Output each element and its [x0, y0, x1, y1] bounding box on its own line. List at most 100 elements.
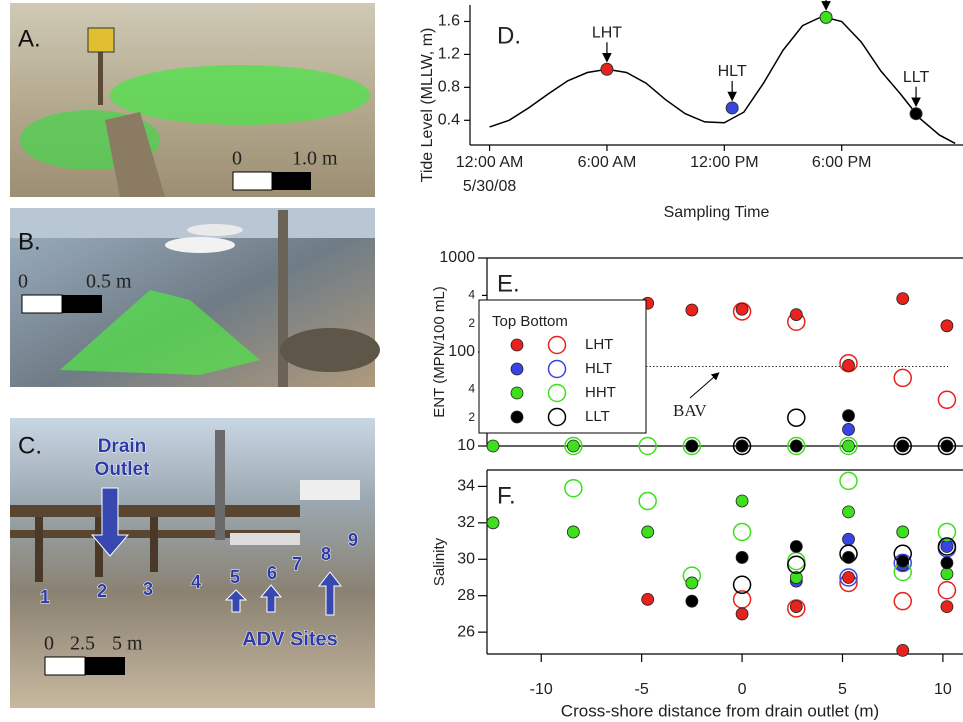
top-point	[789, 308, 803, 321]
legend-bottom	[547, 383, 567, 403]
top-point	[566, 439, 580, 453]
bottom-point	[937, 580, 957, 600]
tide-marker	[909, 107, 923, 121]
y-tick-label: 1.2	[438, 46, 460, 63]
y-tick-label: 28	[457, 587, 475, 604]
panel-label: E.	[497, 270, 520, 297]
bottom-point	[839, 471, 858, 491]
top-point	[842, 551, 855, 564]
x-tick-label: 10	[934, 681, 952, 698]
top-point	[789, 571, 803, 584]
panel-label: C.	[18, 432, 42, 459]
x-tick-label: -10	[530, 681, 553, 698]
y-tick-label: 2	[468, 410, 475, 424]
top-point	[940, 567, 954, 581]
tide-marker	[725, 101, 739, 115]
legend-label: LHT	[585, 336, 613, 353]
site-number: 8	[321, 544, 331, 564]
x-tick-label: 12:00 AM	[456, 154, 524, 171]
site-number: 3	[143, 579, 153, 599]
bottom-point	[564, 436, 583, 456]
legend-bottom	[547, 359, 567, 379]
bottom-point	[893, 553, 912, 573]
scale-label: 0.5 m	[86, 271, 132, 293]
legend-top	[510, 386, 524, 400]
y-tick-label: 32	[457, 514, 475, 531]
top-point	[896, 525, 910, 539]
x-tick-label: 6:00 AM	[578, 154, 637, 171]
site-number: 6	[267, 563, 277, 583]
y-tick-label: 4	[468, 288, 475, 302]
y-tick-label: 0.8	[438, 79, 460, 96]
scale-label: 5 m	[112, 633, 143, 655]
top-point	[735, 607, 749, 621]
site-number: 4	[191, 572, 201, 592]
photo-c: C. Drain Outlet ADV Sites 0 2.5 5 m	[10, 418, 375, 708]
scale-label: 1.0 m	[292, 148, 338, 170]
bottom-point	[839, 568, 858, 587]
site-number: 2	[97, 581, 107, 601]
y-tick-label: 100	[448, 343, 475, 360]
bottom-point	[682, 436, 702, 456]
x-tick-label: 5	[838, 681, 847, 698]
y-axis-label: ENT (MPN/100 mL)	[431, 286, 448, 417]
top-point	[896, 643, 910, 657]
scale-label: 2.5	[70, 633, 95, 655]
panel-label: D.	[497, 22, 521, 49]
top-point	[789, 600, 803, 614]
y-tick-label: 0.4	[438, 112, 460, 129]
top-point	[685, 576, 699, 590]
top-point	[842, 505, 855, 519]
top-point	[566, 525, 580, 539]
x-axis-label: Cross-shore distance from drain outlet (…	[561, 701, 879, 720]
bottom-point	[732, 436, 752, 456]
photo-b: B. 0 0.5 m	[10, 208, 380, 387]
top-point	[486, 439, 500, 453]
panel-label: B.	[18, 228, 41, 255]
top-point	[789, 439, 803, 453]
bottom-point	[937, 436, 957, 456]
top-point	[842, 359, 855, 372]
bottom-point	[732, 522, 752, 542]
x-tick-label: 0	[738, 681, 747, 698]
bottom-point	[893, 368, 912, 388]
top-point	[685, 594, 699, 608]
tide-line	[489, 15, 956, 145]
drain-label: Drain	[98, 436, 147, 457]
top-point	[842, 439, 855, 453]
drain-label: Outlet	[95, 459, 151, 480]
bottom-point	[787, 599, 806, 618]
legend-label: HLT	[585, 360, 612, 377]
bottom-point	[787, 408, 806, 427]
bottom-point	[564, 478, 583, 498]
top-point	[896, 292, 910, 305]
top-point	[842, 423, 855, 436]
top-point	[486, 516, 500, 530]
bottom-point	[937, 390, 957, 410]
bottom-point	[638, 436, 657, 456]
legend-top	[510, 410, 524, 424]
top-point	[641, 525, 655, 539]
marker-label: HLT	[718, 63, 747, 80]
panel-label: A.	[18, 25, 41, 52]
y-tick-label: 10	[457, 437, 475, 454]
top-point	[842, 532, 855, 546]
site-number: 9	[348, 530, 358, 550]
legend-top	[510, 362, 524, 376]
y-tick-label: 1.6	[438, 13, 460, 30]
top-point	[685, 439, 699, 453]
bottom-point	[893, 591, 912, 611]
reference-arrow	[689, 372, 720, 399]
top-point	[896, 554, 910, 568]
tide-marker	[819, 10, 833, 24]
y-axis-label: Salinity	[431, 537, 448, 586]
bottom-point	[638, 491, 657, 511]
scale-label: 0	[18, 271, 28, 293]
top-point	[842, 571, 855, 584]
bottom-point	[787, 551, 806, 571]
site-number: 1	[40, 587, 50, 607]
site-number: 5	[230, 567, 240, 587]
top-point	[896, 439, 910, 453]
x-tick-label: -5	[635, 681, 649, 698]
top-point	[735, 551, 749, 564]
